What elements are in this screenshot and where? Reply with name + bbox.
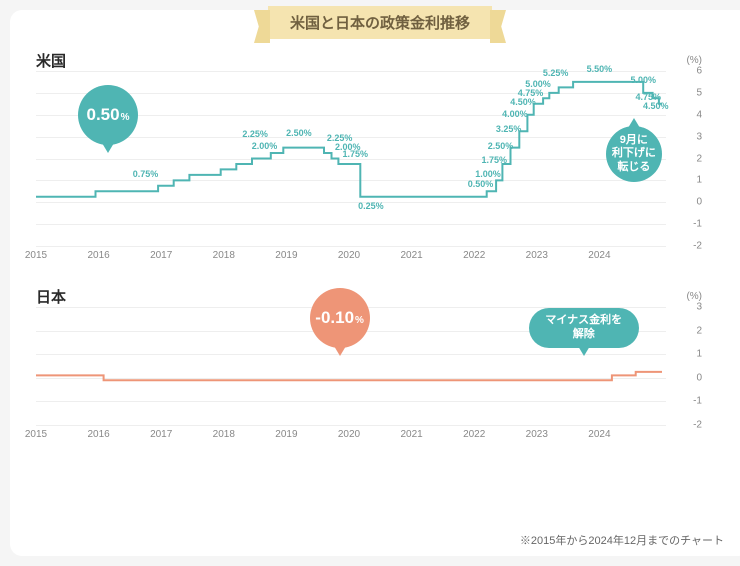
point-label: 4.00%	[502, 109, 528, 119]
title-text: 米国と日本の政策金利推移	[290, 15, 470, 32]
x-tick-label: 2024	[588, 429, 610, 440]
y-tick-label: 6	[696, 66, 702, 77]
y-tick-label: 2	[696, 153, 702, 164]
point-label: 5.50%	[587, 64, 613, 74]
x-tick-label: 2023	[526, 250, 548, 261]
y-tick-label: 2	[696, 325, 702, 336]
jp-xaxis: 2015201620172018201920202021202220232024	[36, 425, 702, 443]
x-tick-label: 2020	[338, 429, 360, 440]
point-label: 0.25%	[358, 201, 384, 211]
point-label: 4.50%	[510, 97, 536, 107]
point-label: 2.25%	[242, 129, 268, 139]
bubble-value: 0.50%	[86, 105, 129, 125]
pct-suffix: %	[121, 112, 130, 123]
x-tick-label: 2018	[213, 250, 235, 261]
us-title: 米国	[36, 50, 724, 71]
note-text: 9月に利下げに転じる	[612, 134, 656, 175]
x-tick-label: 2015	[25, 250, 47, 261]
y-unit: (%)	[686, 291, 702, 302]
point-label: 2.00%	[252, 141, 278, 151]
us-xaxis: 2015201620172018201920202021202220232024	[36, 246, 702, 264]
pct-suffix: %	[355, 315, 364, 326]
y-tick-label: 5	[696, 87, 702, 98]
point-label: 5.25%	[543, 68, 569, 78]
x-tick-label: 2017	[150, 250, 172, 261]
highlight-bubble: 0.50%	[78, 85, 138, 145]
x-tick-label: 2020	[338, 250, 360, 261]
x-tick-label: 2023	[526, 429, 548, 440]
chart-card: 米国と日本の政策金利推移 米国 (%)-2-101234560.75%2.00%…	[10, 10, 740, 556]
point-label: 2.50%	[286, 128, 312, 138]
point-label: 2.50%	[488, 141, 514, 151]
us-panel: 米国 (%)-2-101234560.75%2.00%2.25%2.50%2.2…	[36, 50, 724, 264]
x-tick-label: 2015	[25, 429, 47, 440]
title-ribbon: 米国と日本の政策金利推移	[268, 6, 492, 39]
x-tick-label: 2021	[400, 250, 422, 261]
y-tick-label: 0	[696, 372, 702, 383]
rate-line	[36, 372, 662, 380]
point-label: 4.75%	[518, 88, 544, 98]
point-label: 5.00%	[525, 79, 551, 89]
point-label: 1.75%	[481, 155, 507, 165]
x-tick-label: 2021	[400, 429, 422, 440]
note-bubble: マイナス金利を解除	[529, 308, 639, 348]
y-tick-label: -1	[693, 396, 702, 407]
jp-panel: 日本 (%)-2-10123-0.10%マイナス金利を解除 2015201620…	[36, 286, 724, 443]
y-tick-label: 1	[696, 175, 702, 186]
highlight-bubble: -0.10%	[310, 288, 370, 348]
point-label: 0.50%	[468, 179, 494, 189]
x-tick-label: 2022	[463, 429, 485, 440]
point-label: 5.00%	[630, 75, 656, 85]
y-tick-label: 1	[696, 349, 702, 360]
point-label: 1.00%	[475, 169, 501, 179]
us-chart: (%)-2-101234560.75%2.00%2.25%2.50%2.25%2…	[36, 71, 702, 246]
x-tick-label: 2016	[87, 429, 109, 440]
jp-title: 日本	[36, 286, 724, 307]
point-label: 0.75%	[133, 169, 159, 179]
note-bubble: 9月に利下げに転じる	[606, 126, 662, 182]
jp-chart: (%)-2-10123-0.10%マイナス金利を解除	[36, 307, 702, 425]
point-label: 4.75%	[635, 92, 661, 102]
x-tick-label: 2016	[87, 250, 109, 261]
x-tick-label: 2019	[275, 250, 297, 261]
point-label: 4.50%	[643, 101, 669, 111]
x-tick-label: 2024	[588, 250, 610, 261]
y-tick-label: 3	[696, 302, 702, 313]
x-tick-label: 2017	[150, 429, 172, 440]
x-tick-label: 2022	[463, 250, 485, 261]
x-tick-label: 2019	[275, 429, 297, 440]
point-label: 1.75%	[342, 149, 368, 159]
y-unit: (%)	[686, 55, 702, 66]
bubble-value: -0.10%	[315, 308, 364, 328]
y-tick-label: 3	[696, 131, 702, 142]
note-text: マイナス金利を解除	[545, 314, 622, 342]
x-tick-label: 2018	[213, 429, 235, 440]
y-tick-label: 4	[696, 109, 702, 120]
y-tick-label: -1	[693, 219, 702, 230]
y-tick-label: 0	[696, 197, 702, 208]
point-label: 3.25%	[496, 124, 522, 134]
